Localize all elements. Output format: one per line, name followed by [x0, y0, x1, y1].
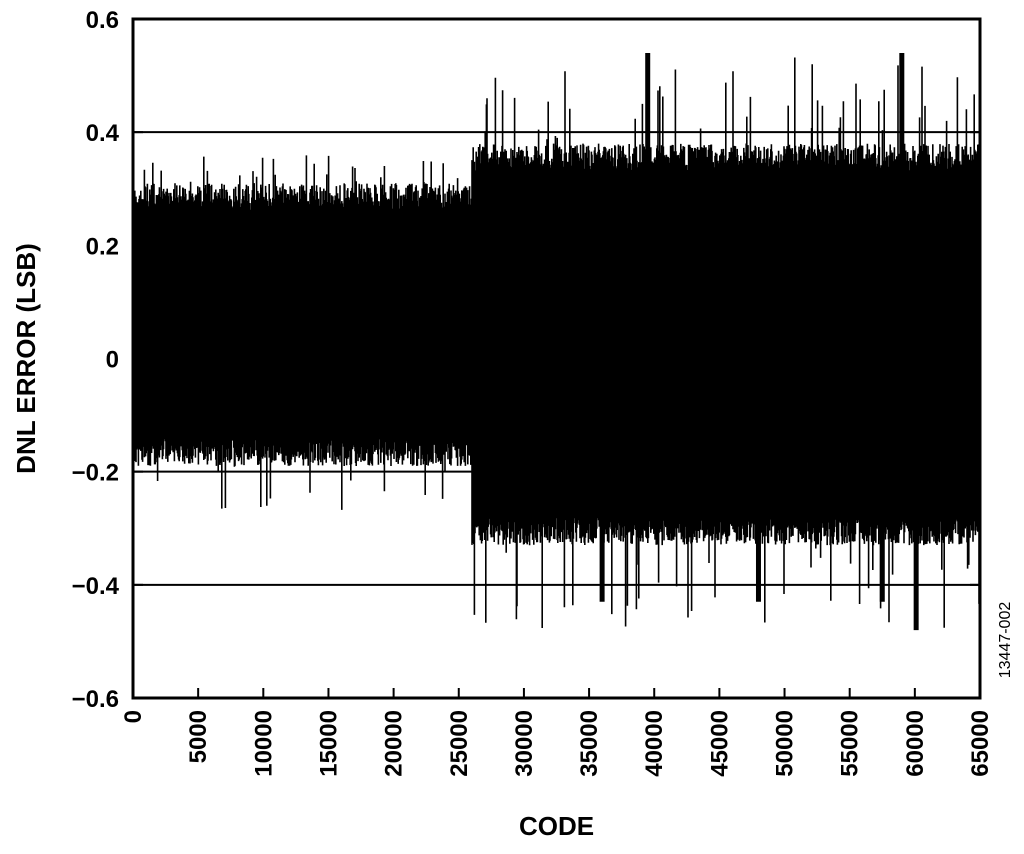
y-tick-label: −0.2 — [72, 460, 119, 487]
y-axis-title: DNL ERROR (LSB) — [11, 243, 41, 474]
y-tick-label: 0 — [106, 347, 119, 374]
y-tick-label: −0.4 — [72, 573, 120, 600]
x-tick-label: 30000 — [511, 710, 538, 777]
dnl-error-series — [132, 52, 981, 631]
x-tick-label: 40000 — [641, 710, 668, 777]
x-tick-label: 20000 — [381, 710, 408, 777]
x-tick-label: 15000 — [315, 710, 342, 777]
x-tick-label: 5000 — [185, 710, 212, 763]
y-tick-label: 0.6 — [86, 7, 119, 34]
x-tick-label: 45000 — [706, 710, 733, 777]
y-tick-label: 0.2 — [86, 233, 119, 260]
x-tick-label: 50000 — [772, 710, 799, 777]
dnl-error-trace — [132, 57, 981, 628]
x-tick-label: 10000 — [250, 710, 277, 777]
y-tick-label: −0.6 — [72, 686, 119, 713]
x-tick-label: 0 — [120, 710, 147, 723]
figure-id-label: 13447-002 — [997, 602, 1014, 679]
y-tick-label: 0.4 — [86, 120, 120, 147]
x-tick-label: 55000 — [837, 710, 864, 777]
x-tick-label: 65000 — [967, 710, 994, 777]
x-tick-label: 25000 — [446, 710, 473, 777]
y-axis-ticks: −0.6 −0.4 −0.2 0 0.2 0.4 0.6 — [72, 7, 980, 713]
x-axis-ticks: 0 5000 10000 15000 20000 25000 30000 35000 40000… — [120, 688, 994, 777]
x-tick-label: 60000 — [902, 710, 929, 777]
x-axis-title: CODE — [519, 811, 594, 841]
x-tick-label: 35000 — [576, 710, 603, 777]
